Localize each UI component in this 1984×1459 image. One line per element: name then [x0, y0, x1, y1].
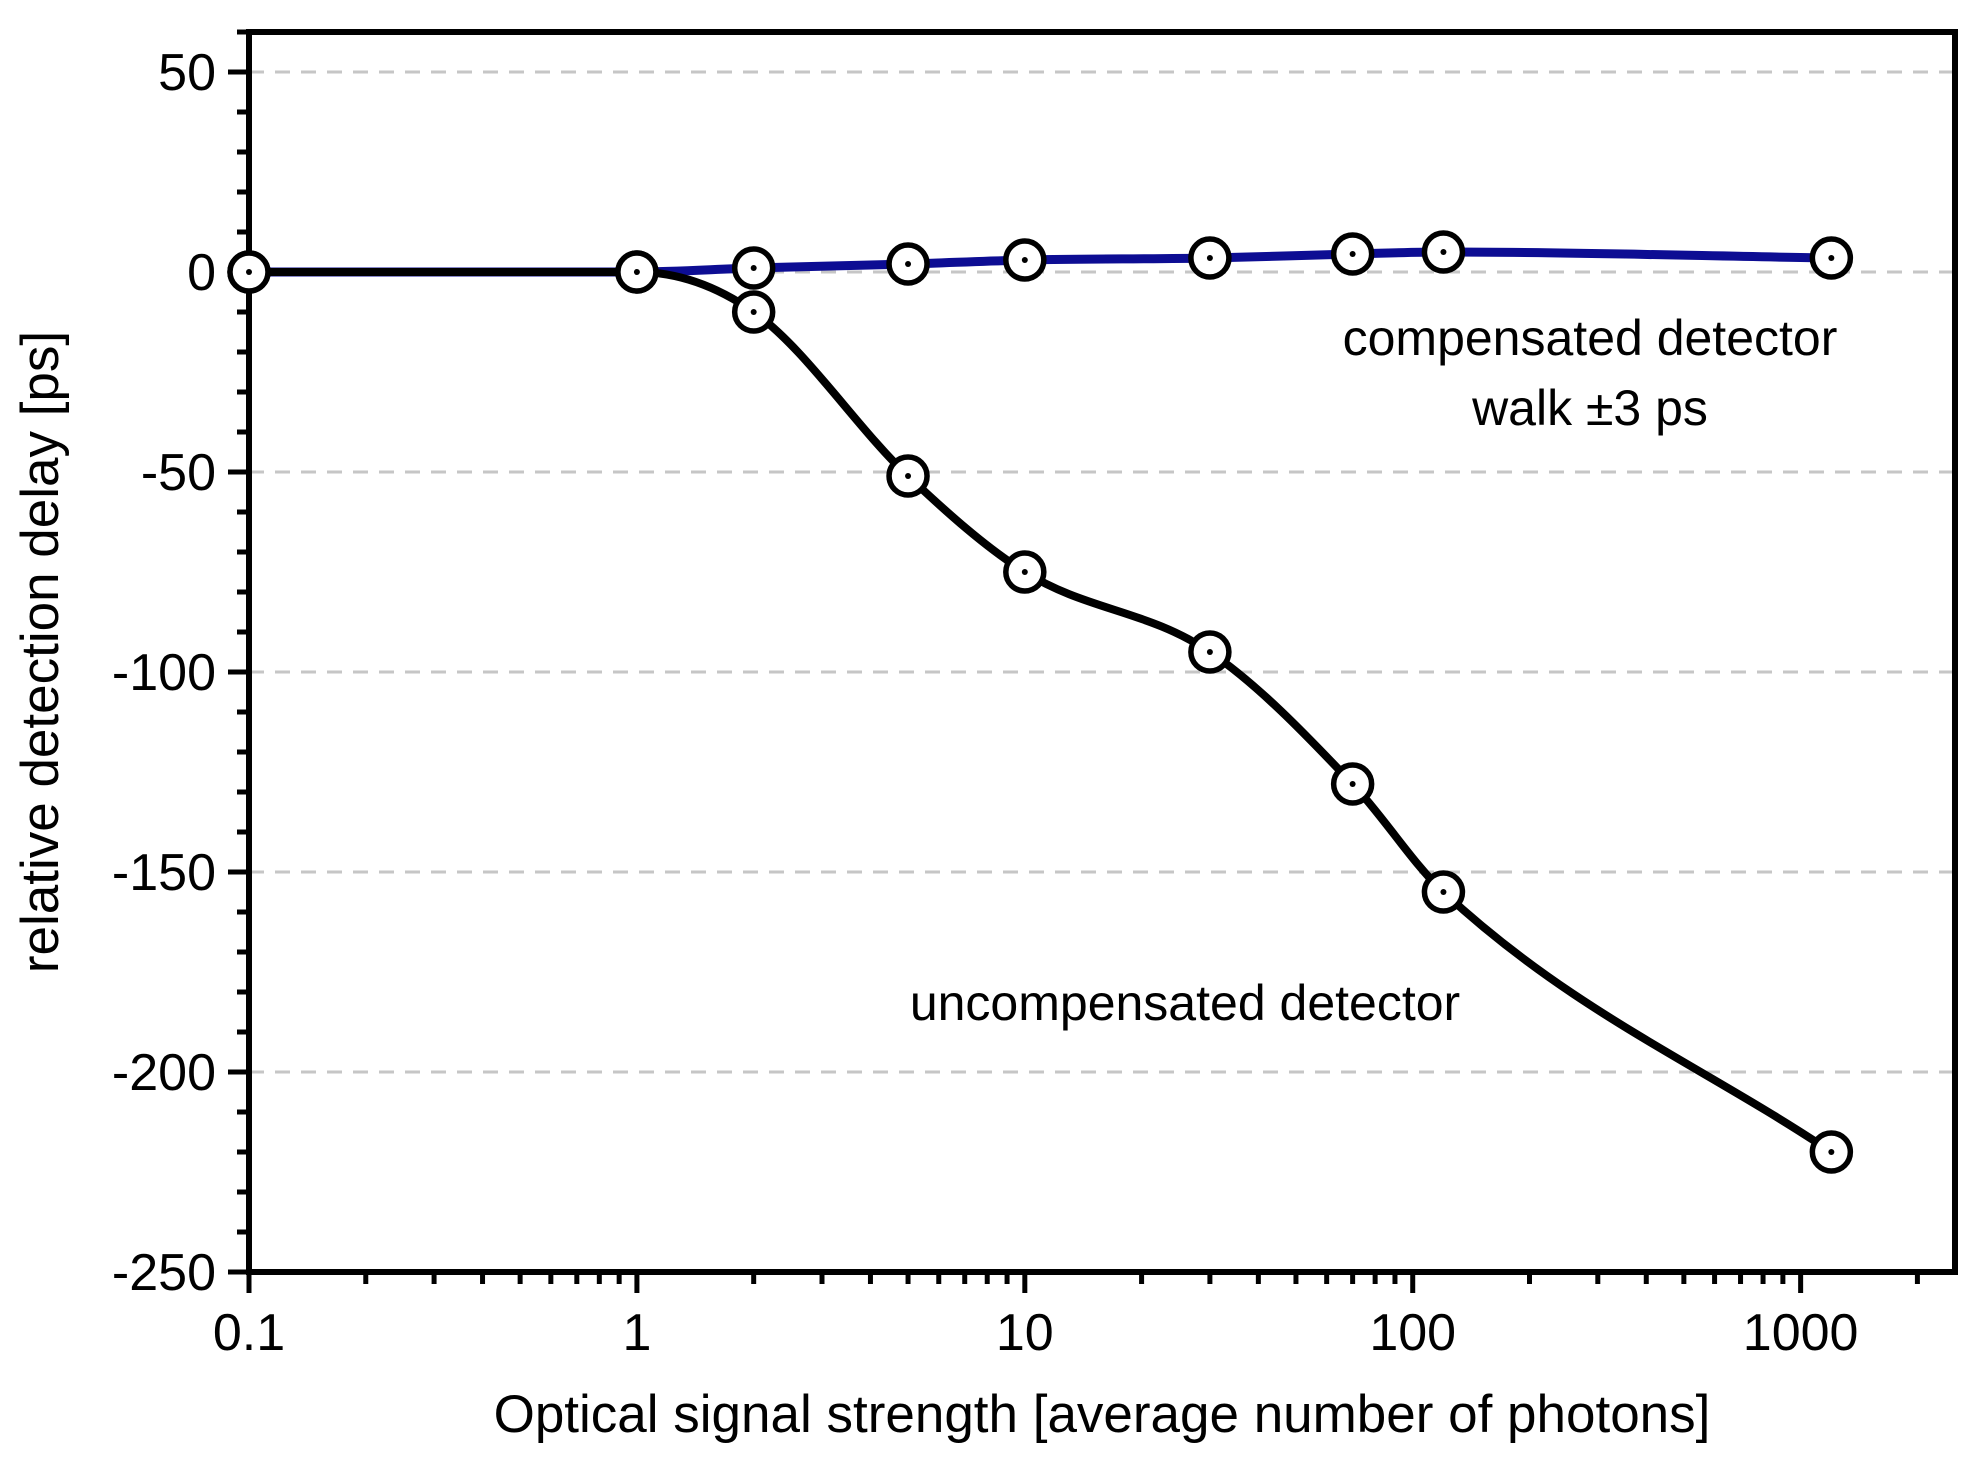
- series-markers-compensated-detector: [227, 230, 1854, 294]
- y-axis-ticks: 50 0 -50 -100 -150 -200 -250: [112, 29, 249, 1302]
- data-point-center-dot: [246, 269, 252, 275]
- data-point-center-dot: [1021, 569, 1028, 575]
- data-point-center-dot: [905, 261, 912, 267]
- x-tick-label: 100: [1369, 1304, 1456, 1362]
- data-point-center-dot: [1021, 257, 1028, 263]
- x-axis-title: Optical signal strength [average number …: [494, 1385, 1711, 1444]
- x-axis-ticks: 0.1 1 10 100 1000: [213, 1272, 1920, 1362]
- y-tick-label: -150: [112, 844, 216, 902]
- series-markers-uncompensated-detector: [227, 250, 1854, 1174]
- data-point-center-dot: [1828, 255, 1835, 261]
- data-point-center-dot: [1206, 255, 1213, 261]
- y-tick-label: 0: [187, 244, 216, 302]
- y-axis-title: relative detection delay [ps]: [11, 331, 70, 973]
- x-tick-label: 0.1: [213, 1304, 285, 1362]
- data-point-center-dot: [750, 309, 757, 315]
- y-tick-label: -250: [112, 1244, 216, 1302]
- annotation-text-line: uncompensated detector: [910, 975, 1460, 1031]
- y-tick-label: -50: [141, 444, 216, 502]
- data-point-center-dot: [1440, 249, 1447, 255]
- annotation-uncompensated-label: uncompensated detector: [910, 975, 1460, 1031]
- annotation-text-line: walk ±3 ps: [1471, 380, 1708, 436]
- data-point-center-dot: [1440, 889, 1447, 895]
- data-point-center-dot: [905, 473, 912, 479]
- data-point-center-dot: [633, 269, 640, 275]
- data-point-center-dot: [1349, 781, 1356, 787]
- annotation-compensated-label: compensated detector walk ±3 ps: [1343, 310, 1838, 436]
- data-point-center-dot: [1349, 251, 1356, 257]
- y-tick-label: -100: [112, 644, 216, 702]
- plot-frame: [246, 29, 1958, 1275]
- y-tick-label: 50: [158, 44, 216, 102]
- data-point-center-dot: [1206, 649, 1213, 655]
- y-tick-label: -200: [112, 1044, 216, 1102]
- x-tick-label: 10: [996, 1304, 1054, 1362]
- data-point-center-dot: [750, 265, 757, 271]
- annotation-text-line: compensated detector: [1343, 310, 1838, 366]
- gridlines: [249, 70, 1955, 1074]
- x-tick-label: 1: [622, 1304, 651, 1362]
- data-point-center-dot: [1828, 1149, 1835, 1155]
- x-tick-label: 1000: [1743, 1304, 1859, 1362]
